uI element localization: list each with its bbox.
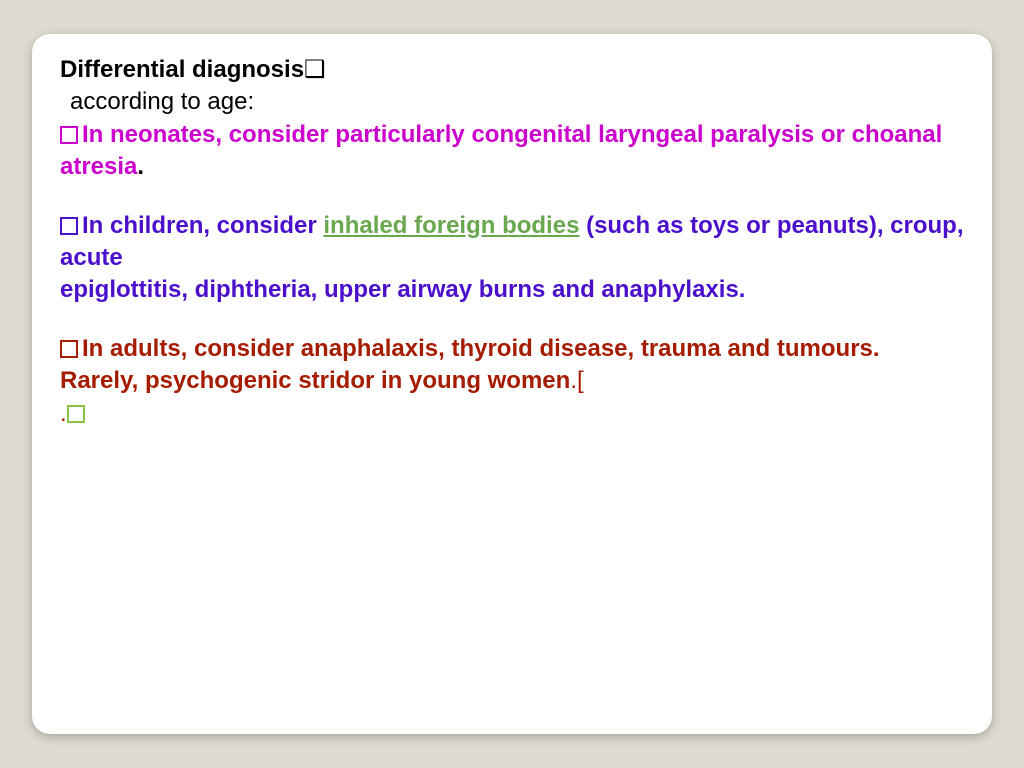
slide-card: Differential diagnosis❑ according to age… (32, 34, 992, 734)
green-bullet-icon (67, 405, 85, 423)
bullet-icon (60, 340, 78, 358)
adults-line2: Rarely, psychogenic stridor in young wom… (60, 367, 570, 394)
adults-block: In adults, consider anaphalaxis, thyroid… (60, 333, 964, 398)
title-marker-icon: ❑ (304, 56, 326, 83)
adults-period: . (570, 367, 577, 394)
neonates-period: . (137, 153, 144, 180)
bullet-icon (60, 126, 78, 144)
spacer (60, 184, 964, 210)
neonates-block: In neonates, consider particularly conge… (60, 119, 964, 184)
bracket: [ (577, 367, 584, 394)
neonates-text: In neonates, consider particularly conge… (60, 121, 942, 180)
children-tail2: epiglottitis, diphtheria, upper airway b… (60, 274, 964, 306)
adults-line1: In adults, consider anaphalaxis, thyroid… (82, 335, 880, 362)
trailing-dot: . (60, 400, 67, 427)
foreign-bodies-link[interactable]: inhaled foreign bodies (323, 212, 579, 239)
subtitle: according to age: (70, 86, 964, 118)
title-line: Differential diagnosis❑ (60, 54, 964, 86)
trailing-line: . (60, 398, 964, 430)
children-block: In children, consider inhaled foreign bo… (60, 210, 964, 307)
slide-title: Differential diagnosis (60, 56, 304, 83)
bullet-icon (60, 217, 78, 235)
children-lead: In children, consider (82, 212, 323, 239)
spacer (60, 307, 964, 333)
